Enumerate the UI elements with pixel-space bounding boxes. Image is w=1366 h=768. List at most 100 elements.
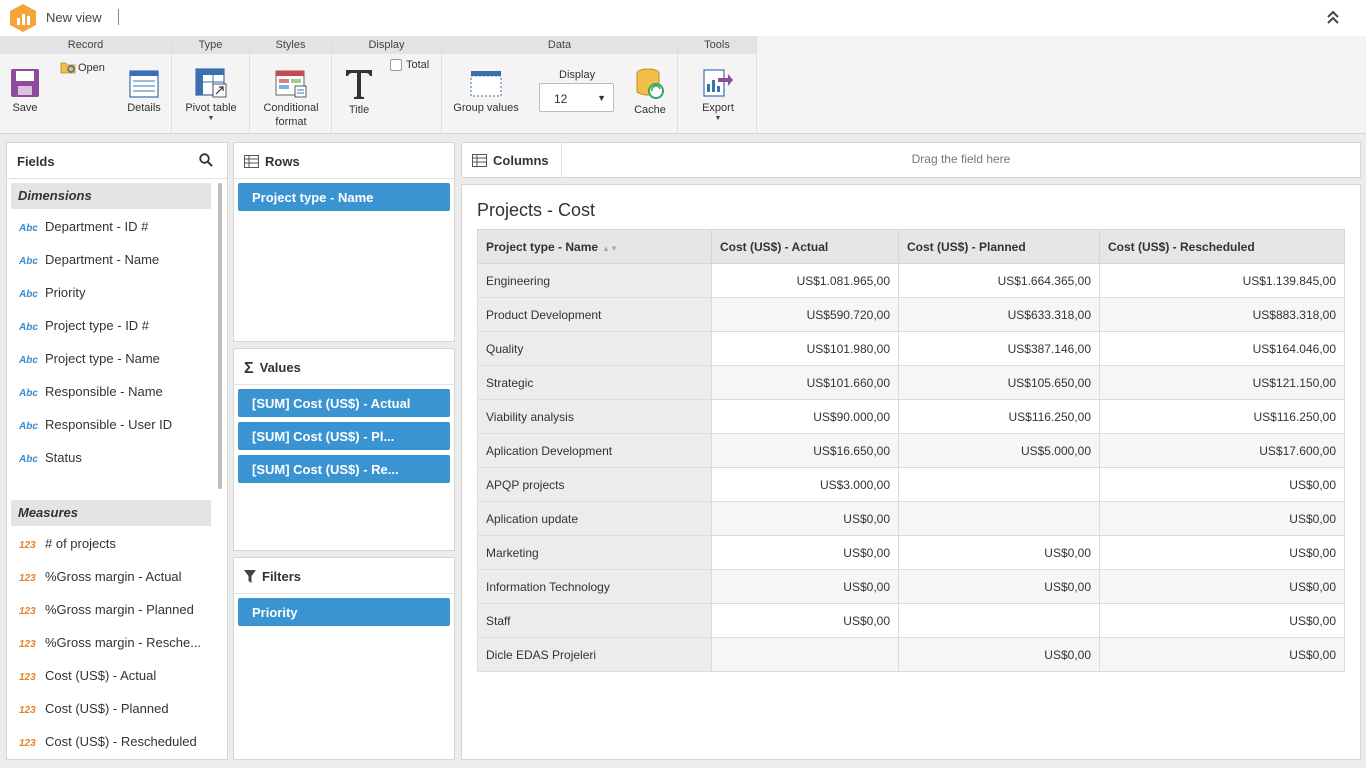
field-item[interactable]: 123 Cost (US$) - Actual — [19, 668, 209, 688]
group-values-button[interactable]: Group values — [450, 70, 522, 115]
title-bar: New view — [0, 0, 1366, 36]
display-count-select[interactable]: 12 ▼ — [539, 83, 614, 112]
ribbon-group-label: Tools — [678, 36, 756, 54]
number-type-icon: 123 — [19, 738, 36, 749]
field-label: # of projects — [45, 536, 116, 551]
field-chip[interactable]: [SUM] Cost (US$) - Actual — [238, 389, 450, 417]
columns-drop-hint: Drag the field here — [911, 152, 1011, 166]
title-button[interactable]: Title — [340, 68, 378, 117]
field-item[interactable]: Abc Responsible - Name — [19, 384, 209, 404]
field-item[interactable]: 123 Cost (US$) - Planned — [19, 701, 209, 721]
row-header-cell: Viability analysis — [477, 399, 712, 434]
value-cell: US$1.664.365,00 — [898, 263, 1100, 298]
rows-drop-zone[interactable]: Rows Project type - Name — [233, 142, 455, 342]
field-item[interactable]: Abc Priority — [19, 285, 209, 305]
fields-panel: Fields Dimensions Abc Department - ID # Ab… — [6, 142, 228, 760]
pivot-header-row: Project type - Name ▲▼ Cost (US$) - Actua… — [477, 229, 1345, 264]
value-cell: US$0,00 — [711, 535, 899, 570]
group-values-icon — [470, 71, 502, 97]
value-cell: US$3.000,00 — [711, 467, 899, 502]
filters-drop-zone[interactable]: Filters Priority — [233, 557, 455, 760]
ribbon-group-label: Type — [172, 36, 249, 54]
total-checkbox[interactable]: Total — [390, 59, 429, 71]
value-cell: US$0,00 — [1099, 637, 1345, 672]
app-logo-icon — [10, 4, 36, 32]
row-header-cell: Aplication Development — [477, 433, 712, 468]
field-item[interactable]: Abc Project type - Name — [19, 351, 209, 371]
collapse-ribbon-icon[interactable] — [1326, 9, 1340, 25]
table-columns-icon — [472, 154, 487, 167]
text-type-icon: Abc — [19, 454, 38, 465]
field-item[interactable]: Abc Responsible - User ID — [19, 417, 209, 437]
field-chip[interactable]: [SUM] Cost (US$) - Pl... — [238, 422, 450, 450]
row-header-cell: APQP projects — [477, 467, 712, 502]
sort-icon[interactable]: ▲▼ — [602, 243, 618, 253]
field-label: Cost (US$) - Planned — [45, 701, 169, 716]
conditional-format-button[interactable]: Conditional format — [256, 70, 326, 129]
field-label: Cost (US$) - Rescheduled — [45, 734, 197, 749]
table-row: Product Development US$590.720,00 US$633.3… — [477, 297, 1345, 332]
row-header-cell: Engineering — [477, 263, 712, 298]
dimensions-section-header[interactable]: Dimensions — [11, 183, 211, 209]
field-item[interactable]: 123 %Gross margin - Planned — [19, 602, 209, 622]
details-icon — [129, 70, 159, 98]
field-item[interactable]: 123 %Gross margin - Resche... — [19, 635, 209, 655]
field-label: %Gross margin - Resche... — [45, 635, 202, 650]
pivot-column-header[interactable]: Cost (US$) - Actual — [711, 229, 899, 264]
chevron-down-icon[interactable]: ▼ — [207, 115, 215, 122]
field-item[interactable]: 123 %Gross margin - Actual — [19, 569, 209, 589]
checkbox-box[interactable] — [390, 59, 402, 71]
save-button[interactable]: Save — [6, 68, 44, 115]
field-item[interactable]: 123 # of projects — [19, 536, 209, 556]
cache-database-icon — [636, 68, 664, 99]
pivot-table: Project type - Name ▲▼ Cost (US$) - Actua… — [477, 229, 1345, 672]
ribbon-group-type: Type Pivot table ▼ — [172, 36, 250, 134]
fields-scrollbar[interactable] — [218, 183, 222, 489]
value-cell: US$1.081.965,00 — [711, 263, 899, 298]
field-label: %Gross margin - Planned — [45, 602, 194, 617]
values-drop-zone[interactable]: Σ Values [SUM] Cost (US$) - Actual [SUM] C… — [233, 348, 455, 551]
text-type-icon: Abc — [19, 355, 38, 366]
pivot-column-header[interactable]: Project type - Name ▲▼ — [477, 229, 712, 264]
field-item[interactable]: Abc Project type - ID # — [19, 318, 209, 338]
row-header-cell: Quality — [477, 331, 712, 366]
chevron-down-icon: ▼ — [597, 93, 606, 103]
value-cell: US$121.150,00 — [1099, 365, 1345, 400]
ribbon-group-label: Record — [0, 36, 171, 54]
value-cell — [898, 603, 1100, 638]
field-label: %Gross margin - Actual — [45, 569, 182, 584]
pivot-table-button[interactable]: Pivot table ▼ — [178, 68, 244, 123]
pivot-column-header[interactable]: Cost (US$) - Rescheduled — [1099, 229, 1345, 264]
field-chip[interactable]: Priority — [238, 598, 450, 626]
chevron-down-icon[interactable]: ▼ — [714, 115, 722, 122]
field-item[interactable]: Abc Department - ID # — [19, 219, 209, 239]
value-cell: US$5.000,00 — [898, 433, 1100, 468]
field-item[interactable]: Abc Department - Name — [19, 252, 209, 272]
field-item[interactable]: 123 Cost (US$) - Rescheduled — [19, 734, 209, 754]
text-type-icon: Abc — [19, 421, 38, 432]
field-chip[interactable]: Project type - Name — [238, 183, 450, 211]
value-cell: US$0,00 — [711, 603, 899, 638]
value-cell — [898, 467, 1100, 502]
sigma-icon: Σ — [244, 360, 254, 377]
value-cell: US$0,00 — [1099, 603, 1345, 638]
field-label: Responsible - User ID — [45, 417, 173, 432]
field-chip[interactable]: [SUM] Cost (US$) - Re... — [238, 455, 450, 483]
details-button[interactable]: Details — [124, 70, 164, 115]
field-item[interactable]: Abc Status — [19, 450, 209, 470]
value-cell: US$0,00 — [898, 569, 1100, 604]
pivot-title: Projects - Cost — [477, 200, 596, 220]
columns-drop-zone[interactable]: Columns Drag the field here — [461, 142, 1361, 178]
export-button[interactable]: Export ▼ — [686, 68, 750, 123]
measures-section-header[interactable]: Measures — [11, 500, 211, 526]
cache-button[interactable]: Cache — [630, 68, 670, 117]
value-cell: US$101.660,00 — [711, 365, 899, 400]
text-type-icon: Abc — [19, 322, 38, 333]
open-button[interactable]: Open — [60, 60, 112, 74]
pivot-table-icon — [195, 68, 227, 98]
filters-zone-header: Filters — [234, 558, 454, 594]
search-icon[interactable] — [199, 153, 213, 167]
pivot-column-header[interactable]: Cost (US$) - Planned — [898, 229, 1100, 264]
value-cell — [711, 637, 899, 672]
table-row: Dicle EDAS Projeleri US$0,00 US$0,00 — [477, 637, 1345, 672]
